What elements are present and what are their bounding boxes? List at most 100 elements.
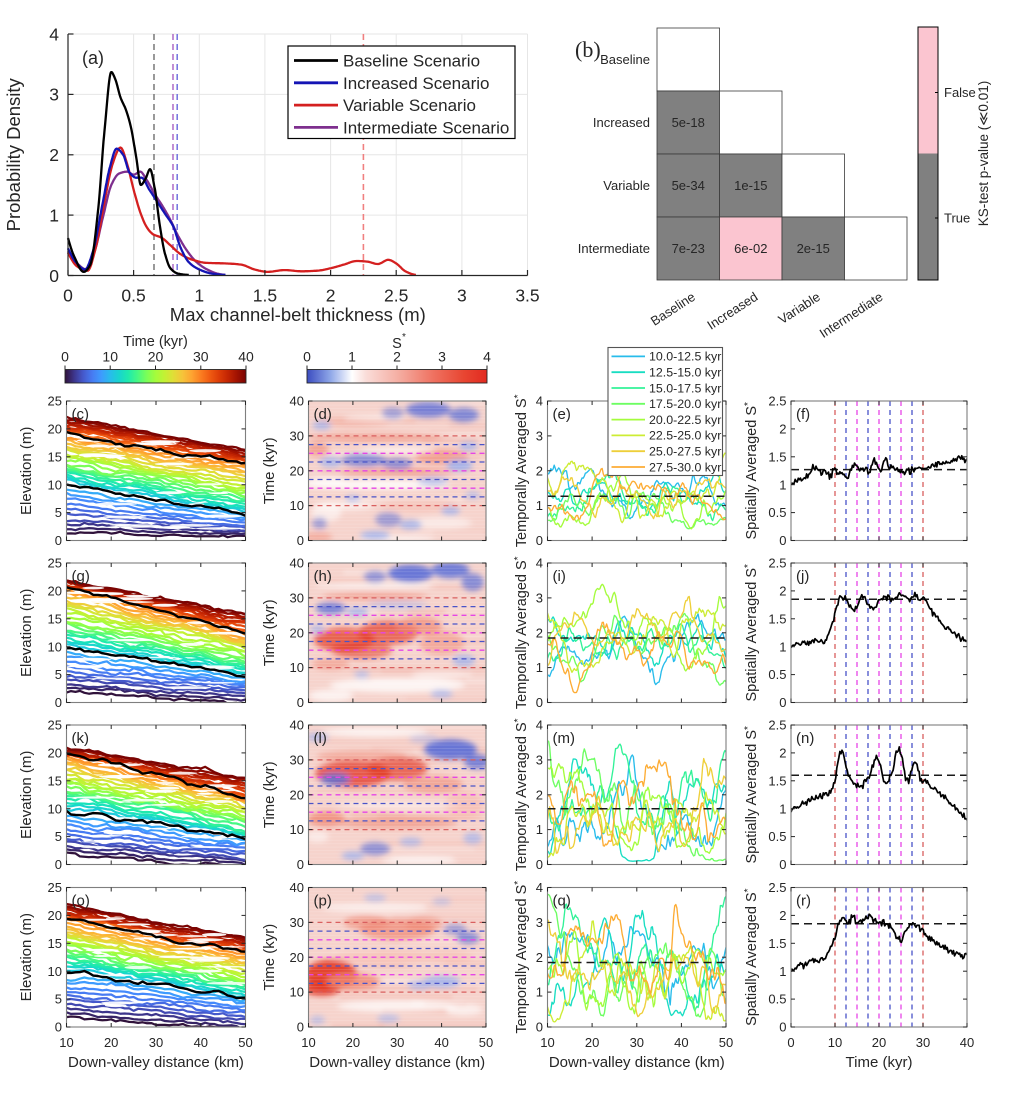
svg-text:30: 30	[916, 1035, 930, 1050]
svg-text:Temporally Averaged S*: Temporally Averaged S*	[513, 881, 530, 1034]
svg-text:40: 40	[194, 1035, 208, 1050]
svg-text:Down-valley distance (km): Down-valley distance (km)	[309, 1054, 485, 1071]
svg-text:4: 4	[536, 556, 543, 571]
svg-text:Variable Scenario: Variable Scenario	[343, 96, 476, 115]
svg-text:30: 30	[290, 915, 304, 930]
svg-text:1: 1	[49, 205, 59, 225]
svg-text:40: 40	[290, 394, 304, 409]
svg-text:7e-23: 7e-23	[672, 241, 705, 256]
svg-text:20: 20	[48, 908, 62, 923]
svg-text:17.5-20.0 kyr: 17.5-20.0 kyr	[649, 397, 721, 411]
svg-text:4: 4	[536, 718, 543, 733]
svg-text:0: 0	[61, 349, 69, 365]
svg-text:20: 20	[48, 584, 62, 599]
svg-text:(k): (k)	[72, 730, 90, 747]
svg-text:40: 40	[434, 1035, 448, 1050]
svg-text:2: 2	[779, 908, 786, 923]
svg-text:2.5: 2.5	[768, 718, 786, 733]
svg-text:1.5: 1.5	[253, 286, 277, 306]
svg-text:Spatially Averaged S*: Spatially Averaged S*	[743, 726, 760, 864]
svg-text:Time (kyr): Time (kyr)	[261, 761, 278, 828]
svg-text:20: 20	[290, 625, 304, 640]
svg-text:Baseline: Baseline	[600, 52, 650, 67]
svg-text:40: 40	[674, 1035, 688, 1050]
svg-text:4: 4	[536, 880, 543, 895]
svg-text:Probability Density: Probability Density	[3, 77, 24, 231]
svg-text:2: 2	[326, 286, 336, 306]
svg-text:0.5: 0.5	[121, 286, 145, 306]
svg-text:30: 30	[149, 1035, 163, 1050]
svg-text:5: 5	[55, 992, 62, 1007]
svg-text:2: 2	[779, 746, 786, 761]
svg-text:40: 40	[290, 880, 304, 895]
svg-text:0.5: 0.5	[768, 992, 786, 1007]
svg-text:1: 1	[779, 964, 786, 979]
svg-text:(a): (a)	[82, 48, 104, 68]
svg-text:Intermediate: Intermediate	[578, 241, 650, 256]
svg-text:3: 3	[536, 429, 543, 444]
svg-text:Down-valley distance (km): Down-valley distance (km)	[549, 1054, 725, 1071]
svg-text:0: 0	[55, 533, 62, 548]
svg-text:0: 0	[55, 857, 62, 872]
svg-text:2: 2	[779, 422, 786, 437]
svg-text:2: 2	[536, 625, 543, 640]
svg-text:Elevation (m): Elevation (m)	[18, 913, 35, 1001]
svg-text:(h): (h)	[314, 568, 332, 585]
svg-text:4: 4	[49, 24, 59, 44]
svg-text:KS-test p-value (≪0.01): KS-test p-value (≪0.01)	[976, 81, 991, 226]
svg-text:(p): (p)	[314, 893, 332, 910]
svg-text:Time (kyr): Time (kyr)	[261, 599, 278, 666]
svg-text:5e-34: 5e-34	[672, 178, 705, 193]
svg-text:(f): (f)	[796, 406, 810, 423]
svg-text:40: 40	[290, 556, 304, 571]
svg-text:0: 0	[536, 533, 543, 548]
svg-text:30: 30	[390, 1035, 404, 1050]
svg-text:0.5: 0.5	[768, 829, 786, 844]
svg-text:20: 20	[872, 1035, 886, 1050]
svg-text:30: 30	[290, 429, 304, 444]
svg-text:(b): (b)	[575, 37, 601, 62]
svg-text:10: 10	[48, 639, 62, 654]
svg-text:1.5: 1.5	[768, 449, 786, 464]
svg-text:0: 0	[536, 857, 543, 872]
svg-text:Spatially Averaged S*: Spatially Averaged S*	[743, 564, 760, 702]
svg-text:0: 0	[787, 1035, 794, 1050]
svg-text:(r): (r)	[796, 893, 811, 910]
svg-text:15: 15	[48, 611, 62, 626]
svg-text:25: 25	[48, 880, 62, 895]
svg-text:3: 3	[536, 915, 543, 930]
svg-text:Spatially Averaged S*: Spatially Averaged S*	[743, 888, 760, 1026]
svg-text:3: 3	[536, 591, 543, 606]
svg-text:25: 25	[48, 394, 62, 409]
svg-text:20.0-22.5 kyr: 20.0-22.5 kyr	[649, 413, 721, 427]
svg-text:25: 25	[48, 556, 62, 571]
svg-text:(o): (o)	[72, 893, 90, 910]
svg-text:12.5-15.0 kyr: 12.5-15.0 kyr	[649, 366, 721, 380]
svg-text:10: 10	[48, 477, 62, 492]
svg-text:1: 1	[779, 801, 786, 816]
svg-text:20: 20	[290, 787, 304, 802]
svg-text:20: 20	[290, 950, 304, 965]
svg-text:4: 4	[536, 394, 543, 409]
svg-text:10: 10	[290, 985, 304, 1000]
svg-text:Increased Scenario: Increased Scenario	[343, 74, 489, 93]
svg-text:(i): (i)	[553, 568, 566, 585]
svg-text:20: 20	[48, 422, 62, 437]
svg-text:5: 5	[55, 829, 62, 844]
svg-text:30: 30	[193, 349, 209, 365]
svg-text:0: 0	[779, 533, 786, 548]
svg-text:5: 5	[55, 667, 62, 682]
svg-text:10: 10	[540, 1035, 554, 1050]
svg-text:2: 2	[49, 145, 59, 165]
svg-text:Temporally Averaged S*: Temporally Averaged S*	[513, 718, 530, 871]
svg-text:1: 1	[194, 286, 204, 306]
svg-text:(l): (l)	[314, 730, 327, 747]
svg-text:2.5: 2.5	[384, 286, 408, 306]
svg-text:S: S	[392, 336, 402, 352]
svg-text:2: 2	[536, 787, 543, 802]
svg-text:Variable: Variable	[603, 178, 650, 193]
svg-text:0: 0	[63, 286, 73, 306]
svg-text:5: 5	[55, 505, 62, 520]
svg-text:20: 20	[585, 1035, 599, 1050]
svg-text:20: 20	[346, 1035, 360, 1050]
